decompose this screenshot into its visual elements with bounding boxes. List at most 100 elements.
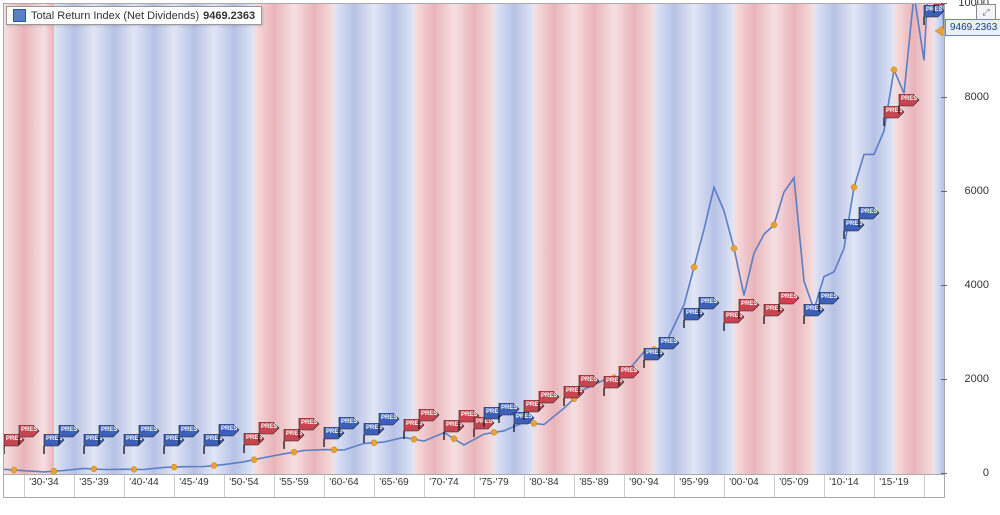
plot-area[interactable]: PRES PRES PRES PRES PRES PRES PRES PRES PRES PRES… [3, 3, 945, 475]
flag-marker-democrat[interactable]: PRES [218, 424, 240, 444]
current-value-tag: 9469.2363 [945, 19, 1000, 36]
y-tick-label: 8000 [965, 91, 989, 103]
year-marker [851, 184, 857, 190]
y-tick-label: 6000 [965, 185, 989, 197]
x-tick-label: '35-'39 [79, 477, 108, 488]
year-marker [91, 466, 97, 472]
flag-label: PRES [141, 427, 157, 433]
year-marker [731, 245, 737, 251]
flag-label: PRES [501, 405, 517, 411]
x-tick-label: '40-'44 [129, 477, 158, 488]
flag-label: PRES [221, 426, 237, 432]
flag-marker-republican[interactable]: PRES [618, 366, 640, 386]
flag-marker-democrat[interactable]: PRES [178, 425, 200, 445]
x-separator [374, 475, 375, 497]
x-separator [874, 475, 875, 497]
x-tick-label: '65-'69 [379, 477, 408, 488]
x-separator [74, 475, 75, 497]
flag-label: PRES [341, 419, 357, 425]
flag-label: PRES [541, 393, 557, 399]
flag-marker-republican[interactable]: PRES [18, 425, 40, 445]
flag-marker-democrat[interactable]: PRES [58, 425, 80, 445]
flag-marker-democrat[interactable]: PRES [338, 417, 360, 437]
y-tick-label: 2000 [965, 373, 989, 385]
flag-marker-republican[interactable]: PRES [738, 299, 760, 319]
x-separator [24, 475, 25, 497]
y-axis: 0200040006000800010000 [945, 3, 997, 473]
x-separator [274, 475, 275, 497]
x-separator [824, 475, 825, 497]
flag-label: PRES [861, 209, 877, 215]
flag-label: PRES [661, 339, 677, 345]
flag-label: PRES [621, 368, 637, 374]
x-tick-label: '70-'74 [429, 477, 458, 488]
year-marker [211, 463, 217, 469]
x-tick-label: '05-'09 [779, 477, 808, 488]
flag-marker-republican[interactable]: PRES [538, 391, 560, 411]
x-separator [474, 475, 475, 497]
x-tick-label: '15-'19 [879, 477, 908, 488]
legend-value: 9469.2363 [203, 10, 255, 22]
legend-swatch [13, 9, 26, 22]
current-value-text: 9469.2363 [950, 22, 997, 33]
x-separator [174, 475, 175, 497]
flag-label: PRES [101, 427, 117, 433]
legend[interactable]: Total Return Index (Net Dividends) 9469.… [6, 6, 262, 25]
x-tick-label: '60-'64 [329, 477, 358, 488]
x-tick-label: '45-'49 [179, 477, 208, 488]
year-marker [291, 449, 297, 455]
flag-label: PRES [701, 299, 717, 305]
x-separator [574, 475, 575, 497]
flag-marker-democrat[interactable]: PRES [818, 292, 840, 312]
flag-label: PRES [581, 377, 597, 383]
chart-settings-icon[interactable]: ⤢ [976, 4, 996, 20]
flag-marker-republican[interactable]: PRES [898, 94, 920, 114]
flag-marker-republican[interactable]: PRES [298, 418, 320, 438]
x-tick-label: '55-'59 [279, 477, 308, 488]
chart-container: Total Return Index (Net Dividends) 9469.… [0, 0, 1000, 515]
x-tick-label: '00-'04 [729, 477, 758, 488]
settings-glyph: ⤢ [982, 7, 989, 18]
x-axis: '30-'34 '35-'39 '40-'44 '45-'49 '50-'54 '55-'… [3, 475, 945, 498]
flag-marker-democrat[interactable]: PRES [138, 425, 160, 445]
series-line [4, 4, 944, 474]
flag-marker-republican[interactable]: PRES [578, 375, 600, 395]
x-separator [774, 475, 775, 497]
flag-marker-republican[interactable]: PRES [258, 422, 280, 442]
year-marker [771, 222, 777, 228]
x-tick-label: '50-'54 [229, 477, 258, 488]
flag-label: PRES [181, 427, 197, 433]
flag-marker-republican[interactable]: PRES [418, 409, 440, 429]
flag-label: PRES [821, 294, 837, 300]
x-tick-label: '10-'14 [829, 477, 858, 488]
flag-marker-democrat[interactable]: PRES [698, 297, 720, 317]
year-marker [691, 264, 697, 270]
x-separator [324, 475, 325, 497]
flag-marker-democrat[interactable]: PRES [858, 207, 880, 227]
flag-label: PRES [381, 415, 397, 421]
year-marker [171, 464, 177, 470]
x-separator [124, 475, 125, 497]
x-separator [724, 475, 725, 497]
flag-label: PRES [21, 427, 37, 433]
x-separator [524, 475, 525, 497]
flag-label: PRES [901, 96, 917, 102]
flag-label: PRES [421, 411, 437, 417]
flag-marker-democrat[interactable]: PRES [378, 413, 400, 433]
legend-label: Total Return Index (Net Dividends) [31, 10, 199, 22]
year-marker [251, 457, 257, 463]
x-separator [624, 475, 625, 497]
flag-marker-republican[interactable]: PRES [778, 292, 800, 312]
flag-marker-democrat[interactable]: PRES [658, 337, 680, 357]
year-marker [331, 447, 337, 453]
x-separator [224, 475, 225, 497]
y-tick-label: 0 [983, 467, 989, 479]
flag-marker-republican[interactable]: PRES [933, 3, 945, 13]
x-tick-label: '30-'34 [29, 477, 58, 488]
x-tick-label: '80-'84 [529, 477, 558, 488]
flag-marker-democrat[interactable]: PRES [98, 425, 120, 445]
flag-label: PRES [741, 301, 757, 307]
x-tick-label: '85-'89 [579, 477, 608, 488]
year-marker [51, 468, 57, 474]
year-marker [11, 467, 17, 473]
